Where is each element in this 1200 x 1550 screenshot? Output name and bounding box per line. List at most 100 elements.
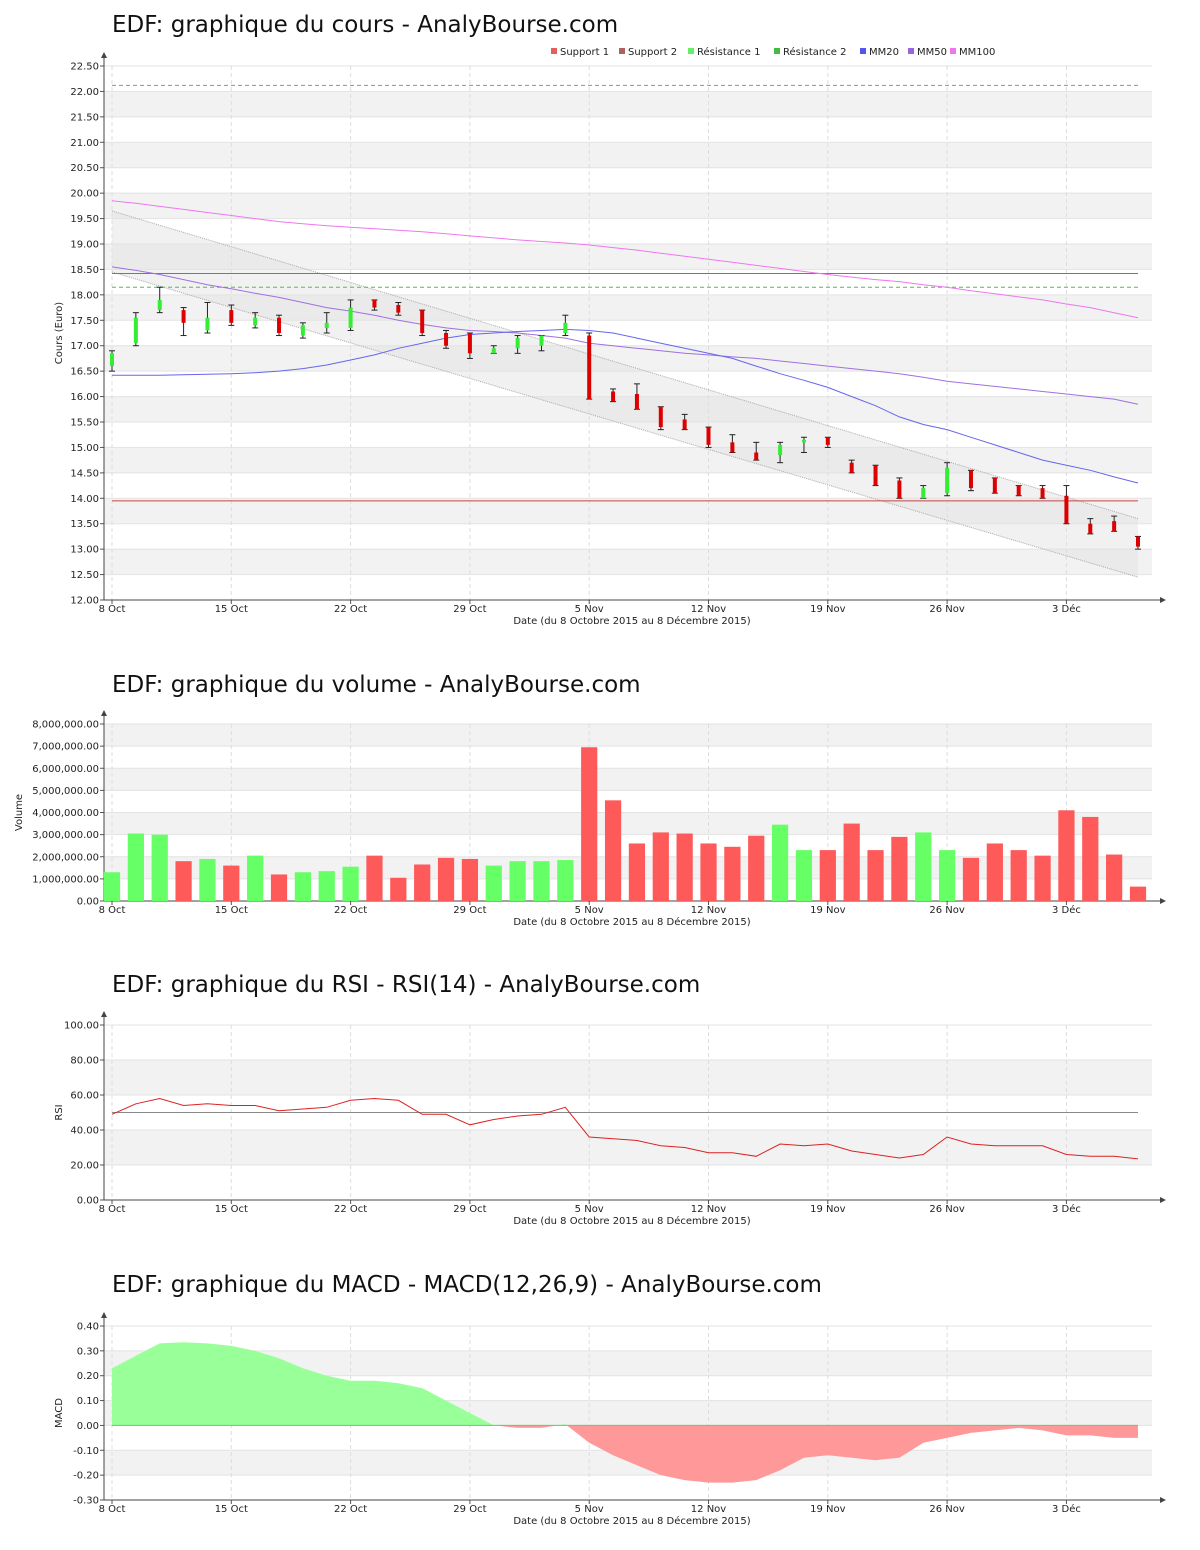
price-candle-body	[968, 470, 973, 489]
price-ytick-label: 18.00	[70, 290, 99, 301]
volume-bar	[127, 833, 144, 901]
macd-y-axis-arrow	[101, 1312, 107, 1318]
volume-bar	[318, 871, 335, 901]
rsi-ytick-label: 20.00	[70, 1161, 99, 1172]
price-candle-body	[277, 317, 282, 333]
volume-band	[104, 812, 1152, 835]
price-ytick-label: 14.00	[70, 494, 99, 505]
volume-bar	[986, 843, 1003, 901]
macd-ytick-label: -0.20	[73, 1471, 99, 1482]
volume-bar	[533, 861, 550, 901]
rsi-band	[104, 1060, 1152, 1095]
price-ytick-label: 21.50	[70, 112, 99, 123]
volume-bar	[223, 865, 240, 901]
price-candle-body	[181, 310, 186, 323]
volume-bar	[437, 857, 455, 901]
price-candle-body	[945, 467, 950, 494]
price-ytick-label: 13.50	[70, 519, 99, 530]
macd-ytick-label: -0.10	[73, 1446, 99, 1457]
rsi-y-axis-label: RSI	[54, 1104, 65, 1120]
price-xtick-label: 12 Nov	[691, 604, 727, 615]
price-candle-body	[229, 310, 234, 323]
volume-chart-title: EDF: graphique du volume - AnalyBourse.c…	[112, 672, 641, 698]
price-xtick-label: 26 Nov	[929, 604, 965, 615]
volume-bar	[1106, 854, 1123, 901]
volume-bar	[628, 843, 646, 901]
volume-xtick-label: 3 Déc	[1052, 904, 1081, 916]
price-y-axis-label: Cours (Euro)	[54, 302, 65, 365]
volume-bar	[270, 874, 288, 901]
macd-chart: -0.30 -0.20 -0.10 0.00 0.10 0.20 0.30 0.40 8 Oct…	[54, 1312, 1166, 1527]
price-xtick-label: 19 Nov	[810, 604, 846, 615]
volume-chart-panel: EDF: graphique du volume - AnalyBourse.c…	[0, 660, 1200, 940]
volume-ytick-label: 8,000,000.00	[32, 720, 99, 731]
price-candle-body	[372, 299, 377, 308]
price-candle-body	[1064, 495, 1069, 524]
price-candle-body	[921, 488, 926, 499]
price-candle-body	[778, 444, 783, 456]
volume-ytick-label: 3,000,000.00	[32, 830, 99, 841]
price-band	[104, 244, 1152, 270]
macd-xtick-label: 15 Oct	[215, 1504, 248, 1515]
price-candle-body	[515, 338, 520, 349]
price-legend-label: MM100	[959, 47, 995, 58]
price-xtick-label: 15 Oct	[215, 604, 248, 615]
rsi-x-axis-arrow	[1160, 1197, 1166, 1203]
volume-band	[104, 768, 1152, 791]
volume-bar	[771, 824, 789, 901]
price-mm20-line	[112, 328, 1139, 484]
price-candle-body	[754, 452, 759, 461]
rsi-chart-title: EDF: graphique du RSI - RSI(14) - AnalyB…	[112, 972, 701, 998]
price-ytick-label: 22.50	[70, 62, 99, 73]
volume-ytick-label: 1,000,000.00	[32, 874, 99, 885]
volume-bar	[1082, 816, 1099, 901]
price-ytick-label: 20.00	[70, 189, 99, 200]
volume-bar	[748, 835, 765, 901]
price-chart: 12.00 12.50 13.00 13.50 14.00 14.50 15.00 15.50…	[54, 46, 1166, 627]
price-band	[104, 91, 1152, 117]
price-ytick-label: 16.50	[70, 367, 99, 378]
price-candle-body	[801, 439, 806, 443]
price-candle-body	[611, 391, 616, 402]
price-candle-body	[444, 333, 449, 346]
volume-bar	[175, 861, 192, 901]
rsi-xtick-label: 26 Nov	[929, 1204, 965, 1215]
price-ytick-label: 21.00	[70, 138, 99, 149]
price-ytick-label: 15.50	[70, 418, 99, 429]
price-candle-body	[587, 335, 592, 400]
volume-ytick-label: 5,000,000.00	[32, 786, 99, 797]
macd-xtick-label: 29 Oct	[453, 1504, 486, 1515]
price-candle-body	[205, 317, 210, 331]
volume-bar	[414, 864, 431, 901]
rsi-ytick-label: 60.00	[70, 1091, 99, 1102]
volume-chart: 0.00 1,000,000.00 2,000,000.00 3,000,000.00…	[14, 710, 1166, 928]
volume-xtick-label: 12 Nov	[691, 905, 727, 916]
rsi-band	[104, 1130, 1152, 1165]
rsi-xtick-label: 19 Nov	[810, 1204, 846, 1215]
price-legend-swatch	[774, 48, 780, 54]
price-legend-swatch	[908, 48, 914, 54]
rsi-ytick-label: 100.00	[64, 1021, 99, 1032]
macd-chart-title: EDF: graphique du MACD - MACD(12,26,9) -…	[112, 1272, 822, 1298]
price-band	[104, 447, 1152, 473]
macd-x-axis-label: Date (du 8 Octobre 2015 au 8 Décembre 20…	[513, 1515, 750, 1527]
price-channel-lower	[111, 271, 1139, 578]
volume-xtick-label: 29 Oct	[453, 905, 486, 916]
price-band	[104, 396, 1152, 422]
rsi-line	[111, 1097, 1139, 1160]
volume-bar	[366, 855, 383, 901]
volume-xtick-label: 15 Oct	[215, 905, 248, 916]
price-legend-swatch	[950, 48, 956, 54]
volume-bar	[557, 860, 574, 901]
price-candle-body	[1112, 521, 1117, 532]
price-ytick-label: 20.50	[70, 163, 99, 174]
price-mm50-line	[111, 266, 1139, 405]
price-candle-body	[658, 406, 663, 428]
price-xtick-label: 22 Oct	[334, 604, 367, 615]
price-x-axis-arrow	[1160, 597, 1166, 603]
price-xtick-label: 29 Oct	[453, 604, 486, 615]
volume-bar	[342, 866, 359, 901]
price-candle-body	[992, 477, 997, 494]
rsi-xtick-label: 12 Nov	[691, 1204, 727, 1215]
price-y-axis-arrow	[101, 52, 107, 58]
